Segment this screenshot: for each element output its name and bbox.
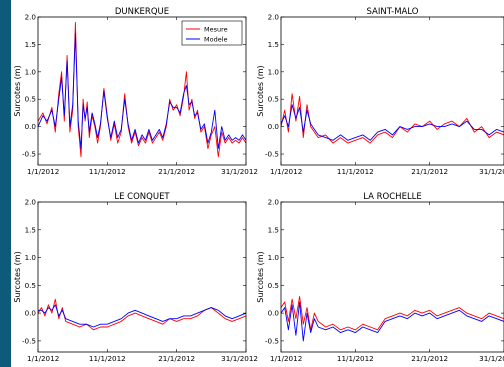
x-tick-label: 21/1/2012 — [158, 167, 195, 176]
y-tick-label: 2.0 — [25, 13, 37, 22]
x-tick-label: 21/1/2012 — [411, 167, 448, 176]
y-tick-label: 1.0 — [25, 67, 37, 76]
legend-label-modele: Modele — [204, 35, 228, 43]
x-tick-label: 31/1/2012 — [479, 167, 504, 176]
chart-1: -0.5 0.0 0.5 1.0 1.5 2.0 1/1/2012 11/1/2012 21/1… — [256, 7, 504, 176]
y-tick-label: -0.5 — [265, 150, 279, 159]
x-tick-label: 31/1/2012 — [479, 354, 504, 363]
y-tick-label: 2.0 — [268, 13, 280, 22]
x-tick-label: 11/1/2012 — [337, 167, 374, 176]
chart-2: -0.5 0.0 0.5 1.0 1.5 2.0 1/1/2012 11/1/2012 21/1… — [13, 192, 258, 363]
plot-frame — [37, 201, 247, 353]
plot-frame — [37, 16, 247, 166]
chart-title: DUNKERQUE — [115, 7, 169, 17]
x-tick-label: 31/1/2012 — [221, 167, 258, 176]
y-tick-label: 1.5 — [268, 40, 279, 49]
y-tick-label: 1.0 — [268, 253, 280, 262]
y-tick-label: 1.5 — [25, 225, 36, 234]
x-tick-label: 21/1/2012 — [158, 354, 195, 363]
x-tick-label: 11/1/2012 — [89, 167, 126, 176]
y-axis-label: Surcotes (m) — [256, 251, 265, 302]
x-tick-label: 1/1/2012 — [270, 167, 302, 176]
y-tick-label: 0.0 — [25, 309, 37, 318]
legend-label-mesure: Mesure — [204, 25, 228, 33]
y-tick-label: 2.0 — [25, 198, 37, 207]
surge-figure: -0.5 0.0 0.5 1.0 1.5 2.0 1/1/2012 11/1/2012 21/1… — [13, 7, 504, 363]
y-tick-label: 0.0 — [268, 122, 280, 131]
series-line-modele — [38, 32, 246, 150]
chart-title: SAINT-MALO — [367, 7, 419, 17]
series-line-modele — [281, 301, 504, 342]
legend: Mesure Modele — [181, 20, 243, 46]
y-tick-label: 0.5 — [268, 281, 279, 290]
chart-3: -0.5 0.0 0.5 1.0 1.5 2.0 1/1/2012 11/1/2012 21/1… — [256, 192, 504, 363]
y-tick-label: 0.5 — [25, 281, 36, 290]
chart-0: -0.5 0.0 0.5 1.0 1.5 2.0 1/1/2012 11/1/2012 21/1… — [13, 7, 258, 176]
x-tick-label: 1/1/2012 — [270, 354, 302, 363]
y-tick-label: 1.5 — [25, 40, 36, 49]
chart-title: LE CONQUET — [114, 192, 170, 202]
series-line-modele — [281, 104, 504, 141]
x-tick-label: 21/1/2012 — [411, 354, 448, 363]
y-tick-label: 0.5 — [268, 95, 279, 104]
legend-box — [181, 20, 243, 46]
series-line-modele — [38, 304, 246, 328]
y-tick-label: -0.5 — [22, 336, 36, 345]
y-tick-label: 0.5 — [25, 95, 36, 104]
y-tick-label: 1.0 — [25, 253, 37, 262]
x-tick-label: 11/1/2012 — [337, 354, 374, 363]
y-axis-label: Surcotes (m) — [256, 65, 265, 116]
x-tick-label: 11/1/2012 — [89, 354, 126, 363]
x-tick-label: 31/1/2012 — [221, 354, 258, 363]
y-tick-label: 2.0 — [268, 198, 280, 207]
plot-frame — [280, 16, 504, 166]
figure-canvas: -0.5 0.0 0.5 1.0 1.5 2.0 1/1/2012 11/1/2012 21/1… — [11, 0, 504, 367]
y-axis-label: Surcotes (m) — [13, 65, 22, 116]
x-tick-label: 1/1/2012 — [27, 354, 59, 363]
y-tick-label: 0.0 — [268, 309, 280, 318]
y-tick-label: -0.5 — [265, 336, 279, 345]
y-tick-label: 0.0 — [25, 122, 37, 131]
x-tick-label: 1/1/2012 — [27, 167, 59, 176]
y-tick-label: 1.0 — [268, 67, 280, 76]
y-axis-label: Surcotes (m) — [13, 251, 22, 302]
plot-frame — [280, 201, 504, 353]
chart-title: LA ROCHELLE — [363, 192, 422, 202]
series-line-mesure — [281, 295, 504, 331]
series-line-mesure — [281, 93, 504, 144]
y-tick-label: -0.5 — [22, 150, 36, 159]
series-line-mesure — [38, 298, 246, 331]
y-tick-label: 1.5 — [268, 225, 279, 234]
